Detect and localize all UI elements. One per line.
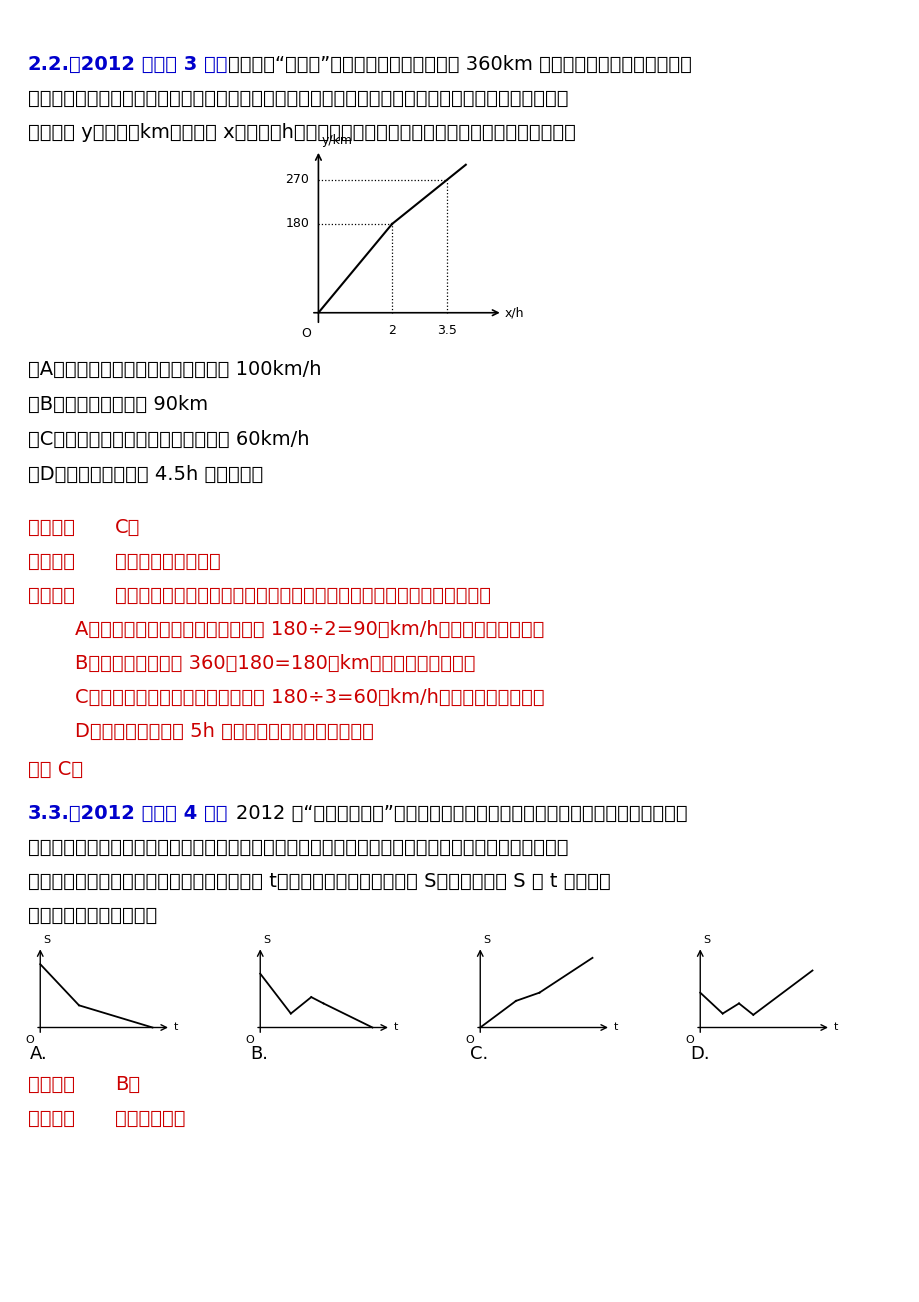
Text: C。: C。 xyxy=(115,518,141,536)
Text: 270: 270 xyxy=(285,173,309,186)
Text: S: S xyxy=(263,935,270,944)
Text: O: O xyxy=(465,1035,473,1046)
Text: 某电视台“走基层”栏目的一位记者乘汽车赴 360km 外的农村采访，全程的前一部: 某电视台“走基层”栏目的一位记者乘汽车赴 360km 外的农村采访，全程的前一部 xyxy=(228,55,691,74)
Text: 2.: 2. xyxy=(28,55,49,74)
Text: A.: A. xyxy=(30,1046,48,1062)
Text: 2.（2012 天津市 3 分）: 2.（2012 天津市 3 分） xyxy=(48,55,227,74)
Text: B.: B. xyxy=(250,1046,267,1062)
Text: 180: 180 xyxy=(285,217,309,230)
Text: D、该记者在出发后 5h 到达采访地，故本选项错误。: D、该记者在出发后 5h 到达采访地，故本选项错误。 xyxy=(75,723,373,741)
Text: 驶的路程 y（单位：km）与时间 x（单位：h）之间的关系如图所示，则下列结论正确的是【　　】: 驶的路程 y（单位：km）与时间 x（单位：h）之间的关系如图所示，则下列结论正… xyxy=(28,122,575,142)
Text: 【分析】: 【分析】 xyxy=(28,586,75,605)
Text: 分为高速公路，后一部分为乡村公路．若汽车在高速公路和乡村公路上分别以某一速度匀速行驶，汽车行: 分为高速公路，后一部分为乡村公路．若汽车在高速公路和乡村公路上分别以某一速度匀速… xyxy=(28,89,568,108)
Text: 系的大致图象是【　　】: 系的大致图象是【 】 xyxy=(28,906,157,924)
Text: S: S xyxy=(482,935,490,944)
Text: 【考点】: 【考点】 xyxy=(28,552,75,572)
Text: C.: C. xyxy=(470,1046,488,1062)
Text: 带门票，于是打电话让娈娈马上从家里送来，同时小丽也往回开，遇到娈娈后聊了一会儿，接着继续开车: 带门票，于是打电话让娈娈马上从家里送来，同时小丽也往回开，遇到娈娈后聊了一会儿，… xyxy=(28,838,568,857)
Text: D.: D. xyxy=(689,1046,709,1062)
Text: （D）该记者在出发后 4.5h 到达采访地: （D）该记者在出发后 4.5h 到达采访地 xyxy=(28,465,263,484)
Text: S: S xyxy=(702,935,709,944)
Text: （B）乡村公路总长为 90km: （B）乡村公路总长为 90km xyxy=(28,395,208,414)
Text: x/h: x/h xyxy=(504,306,524,319)
Text: 3.: 3. xyxy=(28,805,49,823)
Text: 【答案】: 【答案】 xyxy=(28,1075,75,1094)
Text: （A）汽车在高速公路上的行驶速度为 100km/h: （A）汽车在高速公路上的行驶速度为 100km/h xyxy=(28,359,321,379)
Text: t: t xyxy=(174,1022,178,1032)
Text: 故选 C。: 故选 C。 xyxy=(28,760,83,779)
Text: 根据函数的图象和已知条件对每一项分别进行分析，即可得出正确答案：: 根据函数的图象和已知条件对每一项分别进行分析，即可得出正确答案： xyxy=(115,586,491,605)
Text: 2: 2 xyxy=(388,324,395,337)
Text: S: S xyxy=(43,935,51,944)
Text: B。: B。 xyxy=(115,1075,140,1094)
Text: O: O xyxy=(245,1035,254,1046)
Text: 【答案】: 【答案】 xyxy=(28,518,75,536)
Text: A、汽车在高速公路上的行驶速度为 180÷2=90（km/h），故本选项错误；: A、汽车在高速公路上的行驶速度为 180÷2=90（km/h），故本选项错误； xyxy=(75,620,544,639)
Text: 函数的图象的分析。: 函数的图象的分析。 xyxy=(115,552,221,572)
Text: C、汽车在乡村公路上的行驶速度为 180÷3=60（km/h），故本选项正确；: C、汽车在乡村公路上的行驶速度为 180÷3=60（km/h），故本选项正确； xyxy=(75,687,544,707)
Text: B、乡村公路总长为 360－180=180（km），故本选项错误；: B、乡村公路总长为 360－180=180（km），故本选项错误； xyxy=(75,654,475,673)
Text: 2012 年“国际攀岩比赛”在重庆举行．小丽从家出发开车前去观看，途中发现忘了: 2012 年“国际攀岩比赛”在重庆举行．小丽从家出发开车前去观看，途中发现忘了 xyxy=(236,805,686,823)
Text: 函数的图象。: 函数的图象。 xyxy=(115,1109,186,1128)
Text: 3.5: 3.5 xyxy=(437,324,457,337)
Text: t: t xyxy=(393,1022,398,1032)
Text: 3.（2012 重庆市 4 分）: 3.（2012 重庆市 4 分） xyxy=(48,805,227,823)
Text: O: O xyxy=(685,1035,693,1046)
Text: 【考点】: 【考点】 xyxy=(28,1109,75,1128)
Text: t: t xyxy=(613,1022,618,1032)
Text: O: O xyxy=(26,1035,34,1046)
Text: t: t xyxy=(833,1022,837,1032)
Text: 前往比赛现场．设小丽从家出发后所用时间为 t，小丽与比赛现场的距离为 S．下面能反映 S 与 t 的函数关: 前往比赛现场．设小丽从家出发后所用时间为 t，小丽与比赛现场的距离为 S．下面能… xyxy=(28,872,610,891)
Text: O: O xyxy=(301,327,311,340)
Text: （C）汽车在乡村公路上的行驶速度为 60km/h: （C）汽车在乡村公路上的行驶速度为 60km/h xyxy=(28,430,309,449)
Text: y/km: y/km xyxy=(321,134,352,147)
